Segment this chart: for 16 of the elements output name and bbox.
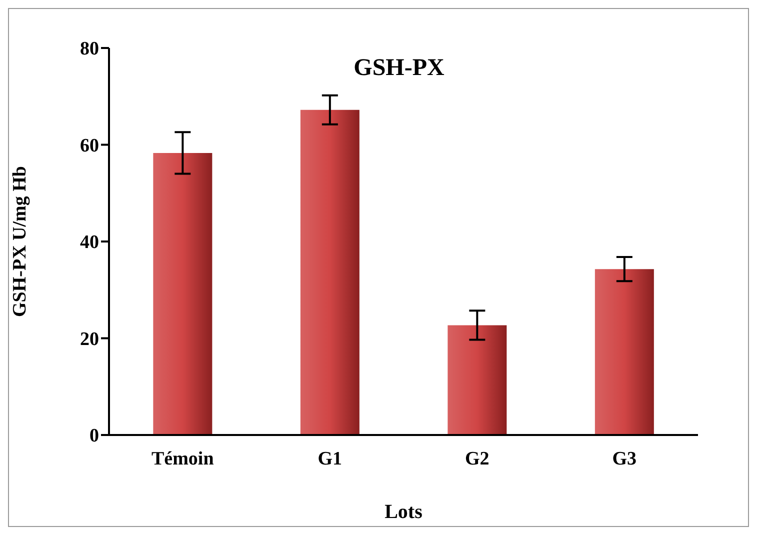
bar [300,110,360,435]
y-tick-label: 40 [80,232,99,254]
bar [448,325,507,435]
x-axis-title: Lots [384,501,423,523]
x-tick-label: G1 [318,448,342,470]
y-tick-label: 20 [80,328,99,350]
y-tick-label: 0 [90,426,99,447]
y-axis-title: GSH-PX U/mg Hb [10,166,31,317]
x-tick-label: G2 [464,448,490,470]
y-tick-label: 60 [80,135,99,156]
bar [594,269,654,435]
chart-title: GSH-PX [354,55,445,81]
y-tick-label: 80 [80,38,99,60]
x-tick-label: G3 [612,448,637,470]
x-tick-label: Témoin [151,448,214,470]
bar [153,152,212,435]
